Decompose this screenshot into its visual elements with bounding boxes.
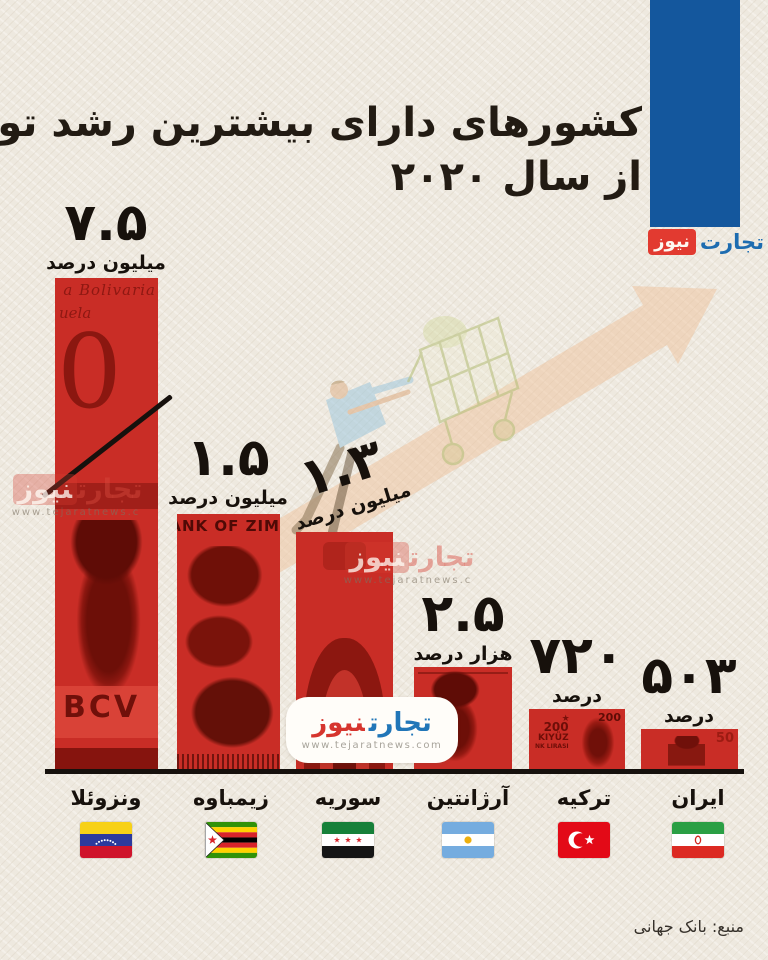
country-label-argentina: آرژانتین — [426, 786, 510, 810]
banknote-text: ANK OF ZIM — [177, 517, 280, 535]
banknote-text: BCV — [63, 690, 141, 725]
blue-accent-bar — [650, 0, 740, 227]
title-line-2: از سال ۲۰۲۰ — [390, 154, 642, 200]
value-label-argentina: ۲.۵ هزار درصد — [413, 584, 513, 665]
value-label-iran: ۵۰۳ درصد — [641, 646, 737, 727]
banknote-art — [177, 754, 280, 770]
bar-turkey: 200 KIYÜZ NK LIRASI ★ 200 — [529, 709, 625, 770]
bar-iran: 50 — [641, 729, 738, 770]
banknote-art — [656, 736, 717, 766]
banknote-text: 200 KIYÜZ NK LIRASI — [535, 720, 569, 751]
bar-venezuela: a Bolivaria uela 0 BCV — [55, 278, 158, 770]
country-label-syria: سوریه — [314, 786, 382, 810]
x-axis-baseline — [45, 769, 744, 774]
shopping-cart-icon — [406, 316, 520, 466]
bar-zimbabwe: ANK OF ZIM — [177, 514, 280, 770]
brand-logo-text: تجارت — [699, 230, 764, 254]
flag-venezuela-icon — [80, 822, 132, 858]
page-title: کشورهای دارای بیشترین رشد تورم از سال ۲۰… — [0, 96, 642, 204]
source-note: منبع: بانک جهانی — [633, 917, 744, 936]
banknote-art — [55, 748, 158, 770]
brand-logo-badge: نیوز — [648, 229, 696, 255]
banknote-art — [181, 546, 276, 754]
flag-zimbabwe-icon — [205, 822, 257, 858]
country-label-iran: ایران — [671, 786, 725, 810]
value-label-venezuela: ۷.۵ میلیون درصد — [46, 193, 166, 274]
banknote-numeral: 0 — [57, 313, 122, 432]
banknote-art — [55, 483, 158, 509]
flag-iran-icon — [672, 822, 724, 858]
banknote-text: uela — [59, 304, 92, 322]
country-label-turkey: ترکیه — [556, 786, 612, 810]
banknote-portrait — [565, 709, 625, 770]
title-line-1: کشورهای دارای بیشترین رشد تورم — [0, 100, 642, 146]
banknote-text: 200 — [598, 711, 621, 724]
brand-logo: تجارت نیوز — [646, 229, 764, 255]
country-label-zimbabwe: زیمباوه — [193, 786, 269, 810]
banknote-art — [55, 686, 158, 738]
country-label-venezuela: ونزوئلا — [70, 786, 142, 810]
banknote-text: 50 — [715, 731, 734, 746]
banknote-art — [323, 542, 366, 570]
flag-turkey-icon — [558, 822, 610, 858]
brand-badge: تجارتنیوز www.tejaratnews.com — [286, 697, 458, 763]
banknote-text: a Bolivaria — [63, 281, 156, 299]
value-label-turkey: ۷۲۰ درصد — [529, 626, 625, 707]
flag-argentina-icon — [442, 822, 494, 858]
flag-syria-icon — [322, 822, 374, 858]
